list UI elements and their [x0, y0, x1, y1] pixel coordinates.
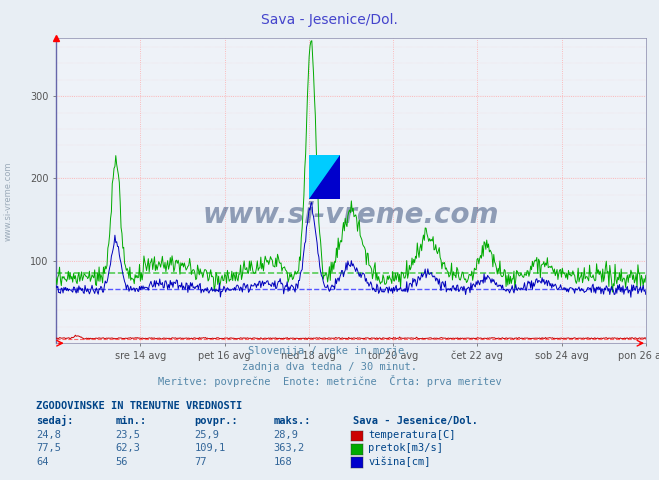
Text: Slovenija / reke in morje.: Slovenija / reke in morje. [248, 346, 411, 356]
Text: višina[cm]: višina[cm] [368, 456, 431, 467]
Text: Sava - Jesenice/Dol.: Sava - Jesenice/Dol. [353, 416, 478, 426]
Text: sedaj:: sedaj: [36, 415, 74, 426]
Text: zadnja dva tedna / 30 minut.: zadnja dva tedna / 30 minut. [242, 361, 417, 372]
Text: 77: 77 [194, 456, 207, 467]
Text: 25,9: 25,9 [194, 430, 219, 440]
Text: Sava - Jesenice/Dol.: Sava - Jesenice/Dol. [261, 13, 398, 27]
Text: 363,2: 363,2 [273, 443, 304, 453]
Text: maks.:: maks.: [273, 416, 311, 426]
Polygon shape [309, 155, 341, 199]
Text: min.:: min.: [115, 416, 146, 426]
Text: 56: 56 [115, 456, 128, 467]
Text: 23,5: 23,5 [115, 430, 140, 440]
Text: 64: 64 [36, 456, 49, 467]
Text: ZGODOVINSKE IN TRENUTNE VREDNOSTI: ZGODOVINSKE IN TRENUTNE VREDNOSTI [36, 401, 243, 411]
Text: 77,5: 77,5 [36, 443, 61, 453]
Text: pretok[m3/s]: pretok[m3/s] [368, 443, 444, 453]
Text: 62,3: 62,3 [115, 443, 140, 453]
Text: temperatura[C]: temperatura[C] [368, 430, 456, 440]
Text: povpr.:: povpr.: [194, 416, 238, 426]
Text: 168: 168 [273, 456, 292, 467]
Text: 109,1: 109,1 [194, 443, 225, 453]
Text: www.si-vreme.com: www.si-vreme.com [203, 201, 499, 229]
Text: www.si-vreme.com: www.si-vreme.com [3, 162, 13, 241]
Text: 24,8: 24,8 [36, 430, 61, 440]
Text: Meritve: povprečne  Enote: metrične  Črta: prva meritev: Meritve: povprečne Enote: metrične Črta:… [158, 375, 501, 387]
Polygon shape [309, 155, 341, 199]
Text: 28,9: 28,9 [273, 430, 299, 440]
